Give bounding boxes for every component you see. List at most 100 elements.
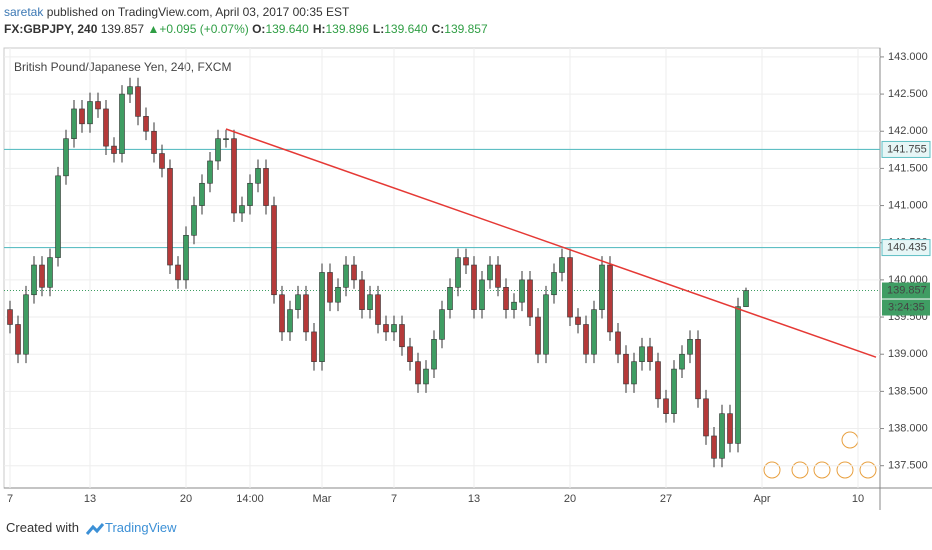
- candle-body: [279, 294, 285, 333]
- candle-body: [703, 398, 709, 437]
- candle-body: [239, 205, 245, 214]
- candle-body: [495, 264, 501, 288]
- price-label-box: [882, 282, 930, 299]
- ohlc-value: 139.857: [444, 22, 488, 36]
- candle-body: [399, 324, 405, 348]
- candle-body: [335, 287, 341, 303]
- x-tick-label: Apr: [753, 493, 770, 505]
- candle-body: [391, 324, 397, 333]
- candle-body: [127, 86, 133, 95]
- x-tick-label: 20: [564, 493, 576, 505]
- y-tick-label: 142.500: [888, 88, 928, 100]
- countdown-box: [882, 299, 930, 316]
- y-tick-label: 143.000: [888, 51, 928, 63]
- candle-body: [695, 339, 701, 400]
- candle-body: [679, 353, 685, 370]
- candle-body: [271, 205, 277, 296]
- arrow: ▲: [147, 22, 160, 36]
- header-line: saretak published on TradingView.com, Ap…: [4, 4, 492, 21]
- candle-body: [647, 346, 653, 362]
- candle-body: [247, 182, 253, 206]
- candle-body: [735, 306, 741, 444]
- y-tick-label: 138.500: [888, 385, 928, 397]
- change: +0.095 (+0.07%): [159, 22, 249, 36]
- candle-body: [407, 346, 413, 362]
- candle-body: [351, 264, 357, 281]
- candle-body: [63, 138, 69, 177]
- candle-body: [95, 101, 101, 110]
- candle-body: [295, 294, 301, 310]
- candle-body: [103, 108, 109, 147]
- candle-body: [223, 138, 229, 140]
- candle-body: [15, 324, 21, 355]
- candle-body: [255, 168, 261, 184]
- candle-body: [87, 101, 93, 125]
- last: 139.857: [100, 22, 145, 36]
- candle-body: [631, 361, 637, 385]
- author[interactable]: saretak: [4, 5, 44, 19]
- candle-body: [727, 413, 733, 444]
- candle-body: [119, 93, 125, 154]
- candle-body: [607, 264, 613, 333]
- candle-body: [615, 331, 621, 355]
- candle-body: [431, 339, 437, 370]
- candle-body: [215, 138, 221, 162]
- candle-body: [199, 182, 205, 206]
- candle-body: [559, 257, 565, 273]
- candle-body: [287, 309, 293, 333]
- candle-body: [159, 153, 165, 169]
- ohlc-label: L:: [372, 22, 385, 36]
- candle-body: [455, 257, 461, 288]
- x-tick-label: 13: [84, 493, 96, 505]
- candle-body: [55, 175, 61, 258]
- candle-body: [519, 279, 525, 303]
- candle-body: [551, 272, 557, 296]
- ohlc-label: H:: [312, 22, 326, 36]
- trend-line: [225, 128, 877, 358]
- y-tick-label: 137.500: [888, 460, 928, 472]
- candle-body: [383, 324, 389, 333]
- candle-body: [415, 361, 421, 385]
- candle-body: [207, 160, 213, 184]
- price-label-box: [881, 239, 931, 257]
- candle-body: [575, 316, 581, 325]
- candle-body: [535, 316, 541, 355]
- event-icons: [763, 431, 877, 479]
- candle-body: [423, 368, 429, 385]
- created: Created with: [6, 520, 79, 535]
- logo: [86, 523, 105, 535]
- brand[interactable]: TradingView: [104, 520, 177, 535]
- candle-body: [671, 368, 677, 414]
- x-tick-label: 13: [468, 493, 480, 505]
- candle-body: [319, 272, 325, 362]
- candle-body: [175, 264, 181, 281]
- candle-body: [311, 331, 317, 362]
- x-tick-label: Mar: [313, 493, 332, 505]
- candle-body: [31, 264, 37, 296]
- x-tick-label: 27: [660, 493, 672, 505]
- ohlc-value: 139.896: [325, 22, 369, 36]
- candle-body: [183, 234, 189, 281]
- chart-title: British Pound/Japanese Yen, 240, FXCM: [14, 60, 231, 74]
- symbol: FX:GBPJPY, 240: [4, 22, 98, 36]
- ohlc-value: 139.640: [384, 22, 428, 36]
- candle-body: [303, 294, 309, 333]
- ohlc-label: O:: [252, 22, 266, 36]
- price-label: 141.755: [887, 143, 927, 155]
- candle-body: [343, 264, 349, 288]
- candle-body: [79, 108, 85, 125]
- candle-body: [503, 287, 509, 310]
- candle-body: [583, 324, 589, 355]
- candle-body: [7, 309, 13, 325]
- candle-body: [599, 264, 605, 310]
- candle-body: [439, 309, 445, 340]
- ohlc: O:139.640 H:139.896 L:139.640 C:139.857: [252, 22, 492, 36]
- y-tick-label: 141.500: [888, 162, 928, 174]
- ohlc-value: 139.640: [265, 22, 309, 36]
- candle-body: [639, 346, 645, 362]
- candle-body: [623, 353, 629, 385]
- price-label-box: [881, 140, 931, 158]
- published: published on TradingView.com, April 03, …: [43, 5, 350, 19]
- candle-body: [47, 257, 53, 288]
- candle-body: [527, 279, 533, 318]
